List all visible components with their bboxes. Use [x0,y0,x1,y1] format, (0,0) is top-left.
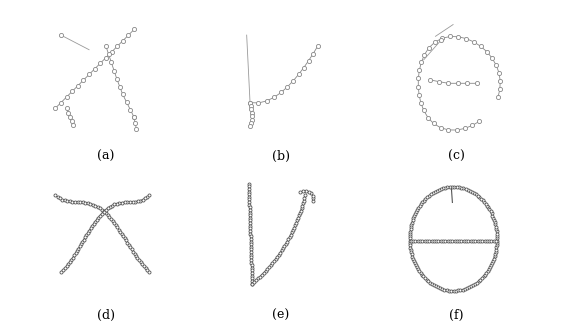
Text: (d): (d) [97,309,115,322]
Text: (f): (f) [449,309,463,322]
Text: (e): (e) [273,309,289,322]
Text: (b): (b) [272,150,290,163]
Text: (c): (c) [447,150,464,163]
Text: (a): (a) [97,150,115,163]
